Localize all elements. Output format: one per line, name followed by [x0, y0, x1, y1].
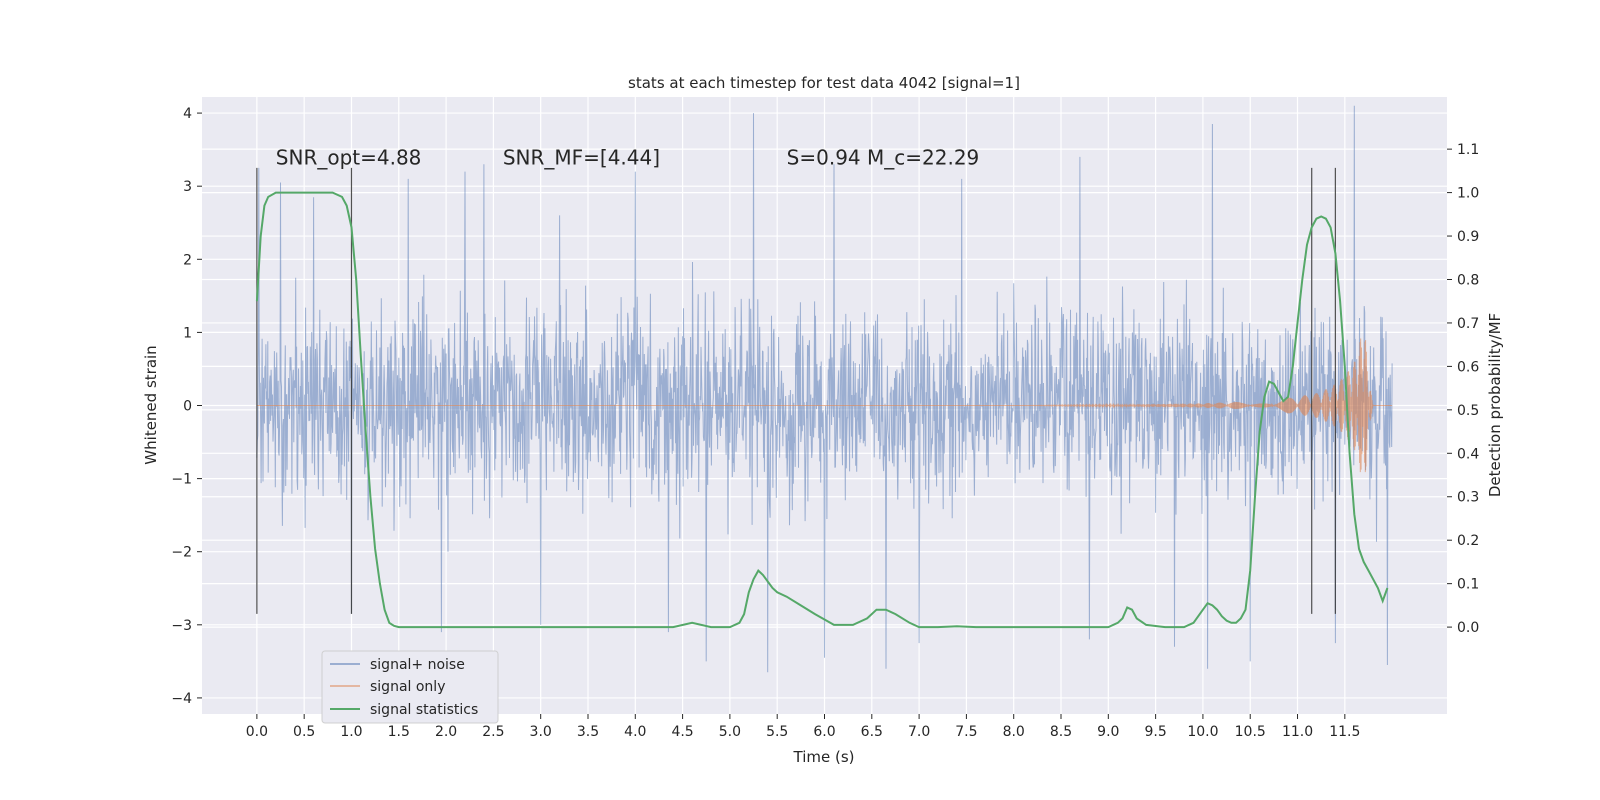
x-tick-label: 0.0 — [246, 724, 268, 740]
x-tick-label: 0.5 — [293, 724, 315, 740]
chart-title: stats at each timestep for test data 404… — [628, 74, 1020, 92]
y-tick-label-right: 1.0 — [1457, 186, 1479, 202]
signal-noise-series — [256, 105, 1393, 673]
y-tick-label-right: 0.1 — [1457, 577, 1479, 593]
y-axis-label-left: Whitened strain — [142, 345, 160, 464]
annotation-text: S=0.94 M_c=22.29 — [787, 145, 980, 169]
vertical-markers — [256, 167, 1336, 614]
y-tick-label-right: 0.0 — [1457, 620, 1479, 636]
y-tick-label-right: 0.8 — [1457, 272, 1479, 288]
x-tick-label: 11.0 — [1282, 724, 1313, 740]
x-tick-label: 8.5 — [1050, 724, 1072, 740]
x-tick-label: 9.0 — [1097, 724, 1119, 740]
y-tick-label-right: 1.1 — [1457, 142, 1479, 158]
annotation-text: SNR_MF=[4.44] — [503, 145, 660, 169]
y-tick-label-right: 0.9 — [1457, 229, 1479, 245]
y-tick-label-right: 0.6 — [1457, 359, 1479, 375]
x-tick-label: 6.0 — [813, 724, 835, 740]
y-tick-label-left: 2 — [183, 252, 192, 268]
x-tick-label: 5.5 — [766, 724, 788, 740]
x-tick-label: 4.0 — [624, 724, 646, 740]
x-axis-label: Time (s) — [793, 748, 855, 766]
legend-label-signal-statistics: signal statistics — [370, 702, 478, 718]
x-tick-label: 7.5 — [955, 724, 977, 740]
x-tick-label: 10.0 — [1187, 724, 1218, 740]
y-tick-label-left: 1 — [183, 325, 192, 341]
x-tick-label: 7.0 — [908, 724, 930, 740]
y-tick-label-right: 0.4 — [1457, 446, 1479, 462]
x-tick-label: 5.0 — [719, 724, 741, 740]
x-tick-label: 3.0 — [530, 724, 552, 740]
x-tick-label: 8.0 — [1003, 724, 1025, 740]
x-tick-label: 3.5 — [577, 724, 599, 740]
y-tick-label-left: 4 — [183, 106, 192, 122]
signal-noise-line — [256, 105, 1393, 673]
signal-statistics-series — [255, 191, 1389, 629]
x-tick-label: 6.5 — [861, 724, 883, 740]
axis-ticks: 0.0 0.5 1.0 1.5 2.0 2.5 3.0 3.5 4.0 4.5 5.0 5.5 6.0 6… — [171, 106, 1479, 740]
x-tick-label: 1.5 — [388, 724, 410, 740]
x-tick-label: 2.5 — [482, 724, 504, 740]
signal-only-series — [256, 338, 1393, 473]
y-tick-label-left: 0 — [183, 399, 192, 415]
legend-label-signal-noise: signal+ noise — [370, 657, 465, 673]
x-tick-label: 4.5 — [671, 724, 693, 740]
y-tick-label-left: 3 — [183, 179, 192, 195]
y-axis-label-right: Detection probability/MF — [1486, 313, 1504, 497]
annotations: SNR_opt=4.88 SNR_MF=[4.44] S=0.94 M_c=22.2… — [276, 145, 979, 169]
x-tick-label: 10.5 — [1235, 724, 1266, 740]
legend: signal+ noise signal only signal statist… — [321, 650, 499, 724]
y-tick-label-left: −1 — [171, 472, 192, 488]
x-tick-label: 9.5 — [1144, 724, 1166, 740]
y-tick-label-left: −3 — [171, 618, 192, 634]
x-tick-label: 1.0 — [340, 724, 362, 740]
y-tick-label-right: 0.3 — [1457, 490, 1479, 506]
x-tick-label: 11.5 — [1329, 724, 1360, 740]
x-tick-label: 2.0 — [435, 724, 457, 740]
y-tick-label-left: −2 — [171, 545, 192, 561]
y-tick-label-right: 0.5 — [1457, 403, 1479, 419]
y-tick-label-left: −4 — [171, 691, 192, 707]
signal-statistics-line — [255, 191, 1389, 629]
legend-label-signal-only: signal only — [370, 679, 445, 695]
annotation-text: SNR_opt=4.88 — [276, 145, 422, 169]
y-tick-label-right: 0.7 — [1457, 316, 1479, 332]
signal-only-line — [256, 338, 1393, 473]
legend-box — [321, 650, 499, 724]
y-tick-label-right: 0.2 — [1457, 533, 1479, 549]
